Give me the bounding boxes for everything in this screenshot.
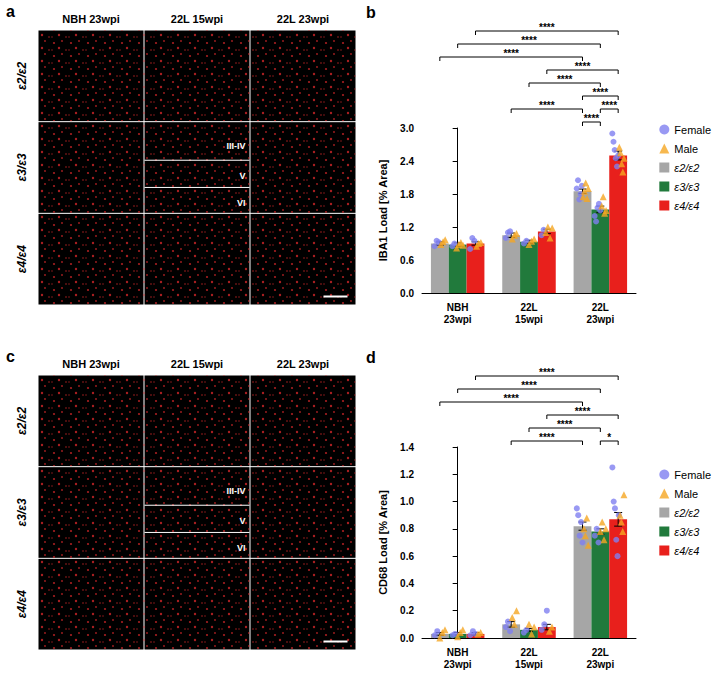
svg-text:ε3/ε3: ε3/ε3 (15, 498, 29, 526)
svg-text:****: **** (539, 22, 555, 33)
svg-text:****: **** (575, 406, 591, 417)
svg-text:****: **** (601, 100, 617, 111)
svg-text:1.8: 1.8 (400, 189, 414, 200)
svg-text:0.4: 0.4 (400, 578, 414, 589)
svg-text:1.2: 1.2 (400, 222, 414, 233)
svg-text:****: **** (503, 48, 519, 59)
svg-text:CD68 Load [% Area]: CD68 Load [% Area] (377, 490, 389, 595)
svg-text:ε4/ε4: ε4/ε4 (674, 545, 699, 557)
svg-text:NBH 23wpi: NBH 23wpi (62, 13, 119, 25)
svg-text:22L: 22L (592, 302, 609, 313)
svg-text:Male: Male (674, 143, 698, 155)
svg-text:ε4/ε4: ε4/ε4 (15, 590, 29, 618)
svg-text:22L: 22L (592, 647, 609, 658)
svg-text:****: **** (539, 100, 555, 111)
svg-text:0.2: 0.2 (400, 605, 414, 616)
svg-text:****: **** (557, 74, 573, 85)
svg-text:0.6: 0.6 (400, 551, 414, 562)
svg-text:22L 15wpi: 22L 15wpi (171, 13, 223, 25)
svg-text:VI: VI (237, 543, 246, 553)
svg-text:****: **** (593, 87, 609, 98)
svg-text:NBH: NBH (447, 302, 469, 313)
svg-text:****: **** (557, 419, 573, 430)
svg-text:****: **** (584, 113, 600, 124)
svg-text:ε3/ε3: ε3/ε3 (674, 181, 700, 193)
svg-text:22L 23wpi: 22L 23wpi (277, 358, 329, 370)
svg-text:ε3/ε3: ε3/ε3 (15, 153, 29, 181)
svg-text:22L 15wpi: 22L 15wpi (171, 358, 223, 370)
svg-text:III-IV: III-IV (226, 486, 245, 496)
svg-text:Female: Female (674, 469, 711, 481)
svg-text:ε2/ε2: ε2/ε2 (15, 61, 29, 89)
svg-text:1.2: 1.2 (400, 469, 414, 480)
svg-text:3.0: 3.0 (400, 123, 414, 134)
svg-text:ε2/ε2: ε2/ε2 (674, 162, 699, 174)
svg-text:ε4/ε4: ε4/ε4 (15, 245, 29, 273)
svg-text:Male: Male (674, 488, 698, 500)
svg-text:III-IV: III-IV (226, 141, 245, 151)
svg-text:****: **** (521, 380, 537, 391)
svg-text:ε2/ε2: ε2/ε2 (674, 507, 699, 519)
svg-text:15wpi: 15wpi (515, 659, 543, 670)
svg-text:IBA1 Load [% Area]: IBA1 Load [% Area] (377, 159, 389, 261)
svg-text:23wpi: 23wpi (444, 314, 472, 325)
svg-text:15wpi: 15wpi (515, 314, 543, 325)
svg-text:****: **** (503, 393, 519, 404)
svg-text:d: d (366, 349, 376, 366)
svg-text:23wpi: 23wpi (444, 659, 472, 670)
svg-text:c: c (6, 348, 15, 365)
svg-text:22L: 22L (520, 302, 537, 313)
svg-text:2.4: 2.4 (400, 156, 414, 167)
svg-text:ε3/ε3: ε3/ε3 (674, 526, 700, 538)
svg-text:0.0: 0.0 (400, 288, 414, 299)
svg-text:****: **** (539, 367, 555, 378)
svg-text:*: * (607, 432, 611, 443)
svg-text:0.8: 0.8 (400, 523, 414, 534)
svg-text:1.0: 1.0 (400, 496, 414, 507)
svg-text:****: **** (521, 35, 537, 46)
svg-text:V: V (239, 171, 245, 181)
svg-text:22L: 22L (520, 647, 537, 658)
svg-text:****: **** (575, 61, 591, 72)
svg-text:23wpi: 23wpi (586, 659, 614, 670)
svg-text:b: b (366, 4, 376, 21)
svg-text:NBH: NBH (447, 647, 469, 658)
svg-text:****: **** (539, 432, 555, 443)
svg-text:ε2/ε2: ε2/ε2 (15, 406, 29, 434)
svg-text:0.6: 0.6 (400, 255, 414, 266)
svg-text:23wpi: 23wpi (586, 314, 614, 325)
svg-text:0.0: 0.0 (400, 633, 414, 644)
svg-text:a: a (6, 3, 15, 20)
svg-text:22L 23wpi: 22L 23wpi (277, 13, 329, 25)
svg-text:NBH 23wpi: NBH 23wpi (62, 358, 119, 370)
svg-text:V: V (239, 516, 245, 526)
svg-text:VI: VI (237, 198, 246, 208)
svg-text:Female: Female (674, 124, 711, 136)
svg-text:1.4: 1.4 (400, 442, 414, 453)
svg-text:ε4/ε4: ε4/ε4 (674, 200, 699, 212)
